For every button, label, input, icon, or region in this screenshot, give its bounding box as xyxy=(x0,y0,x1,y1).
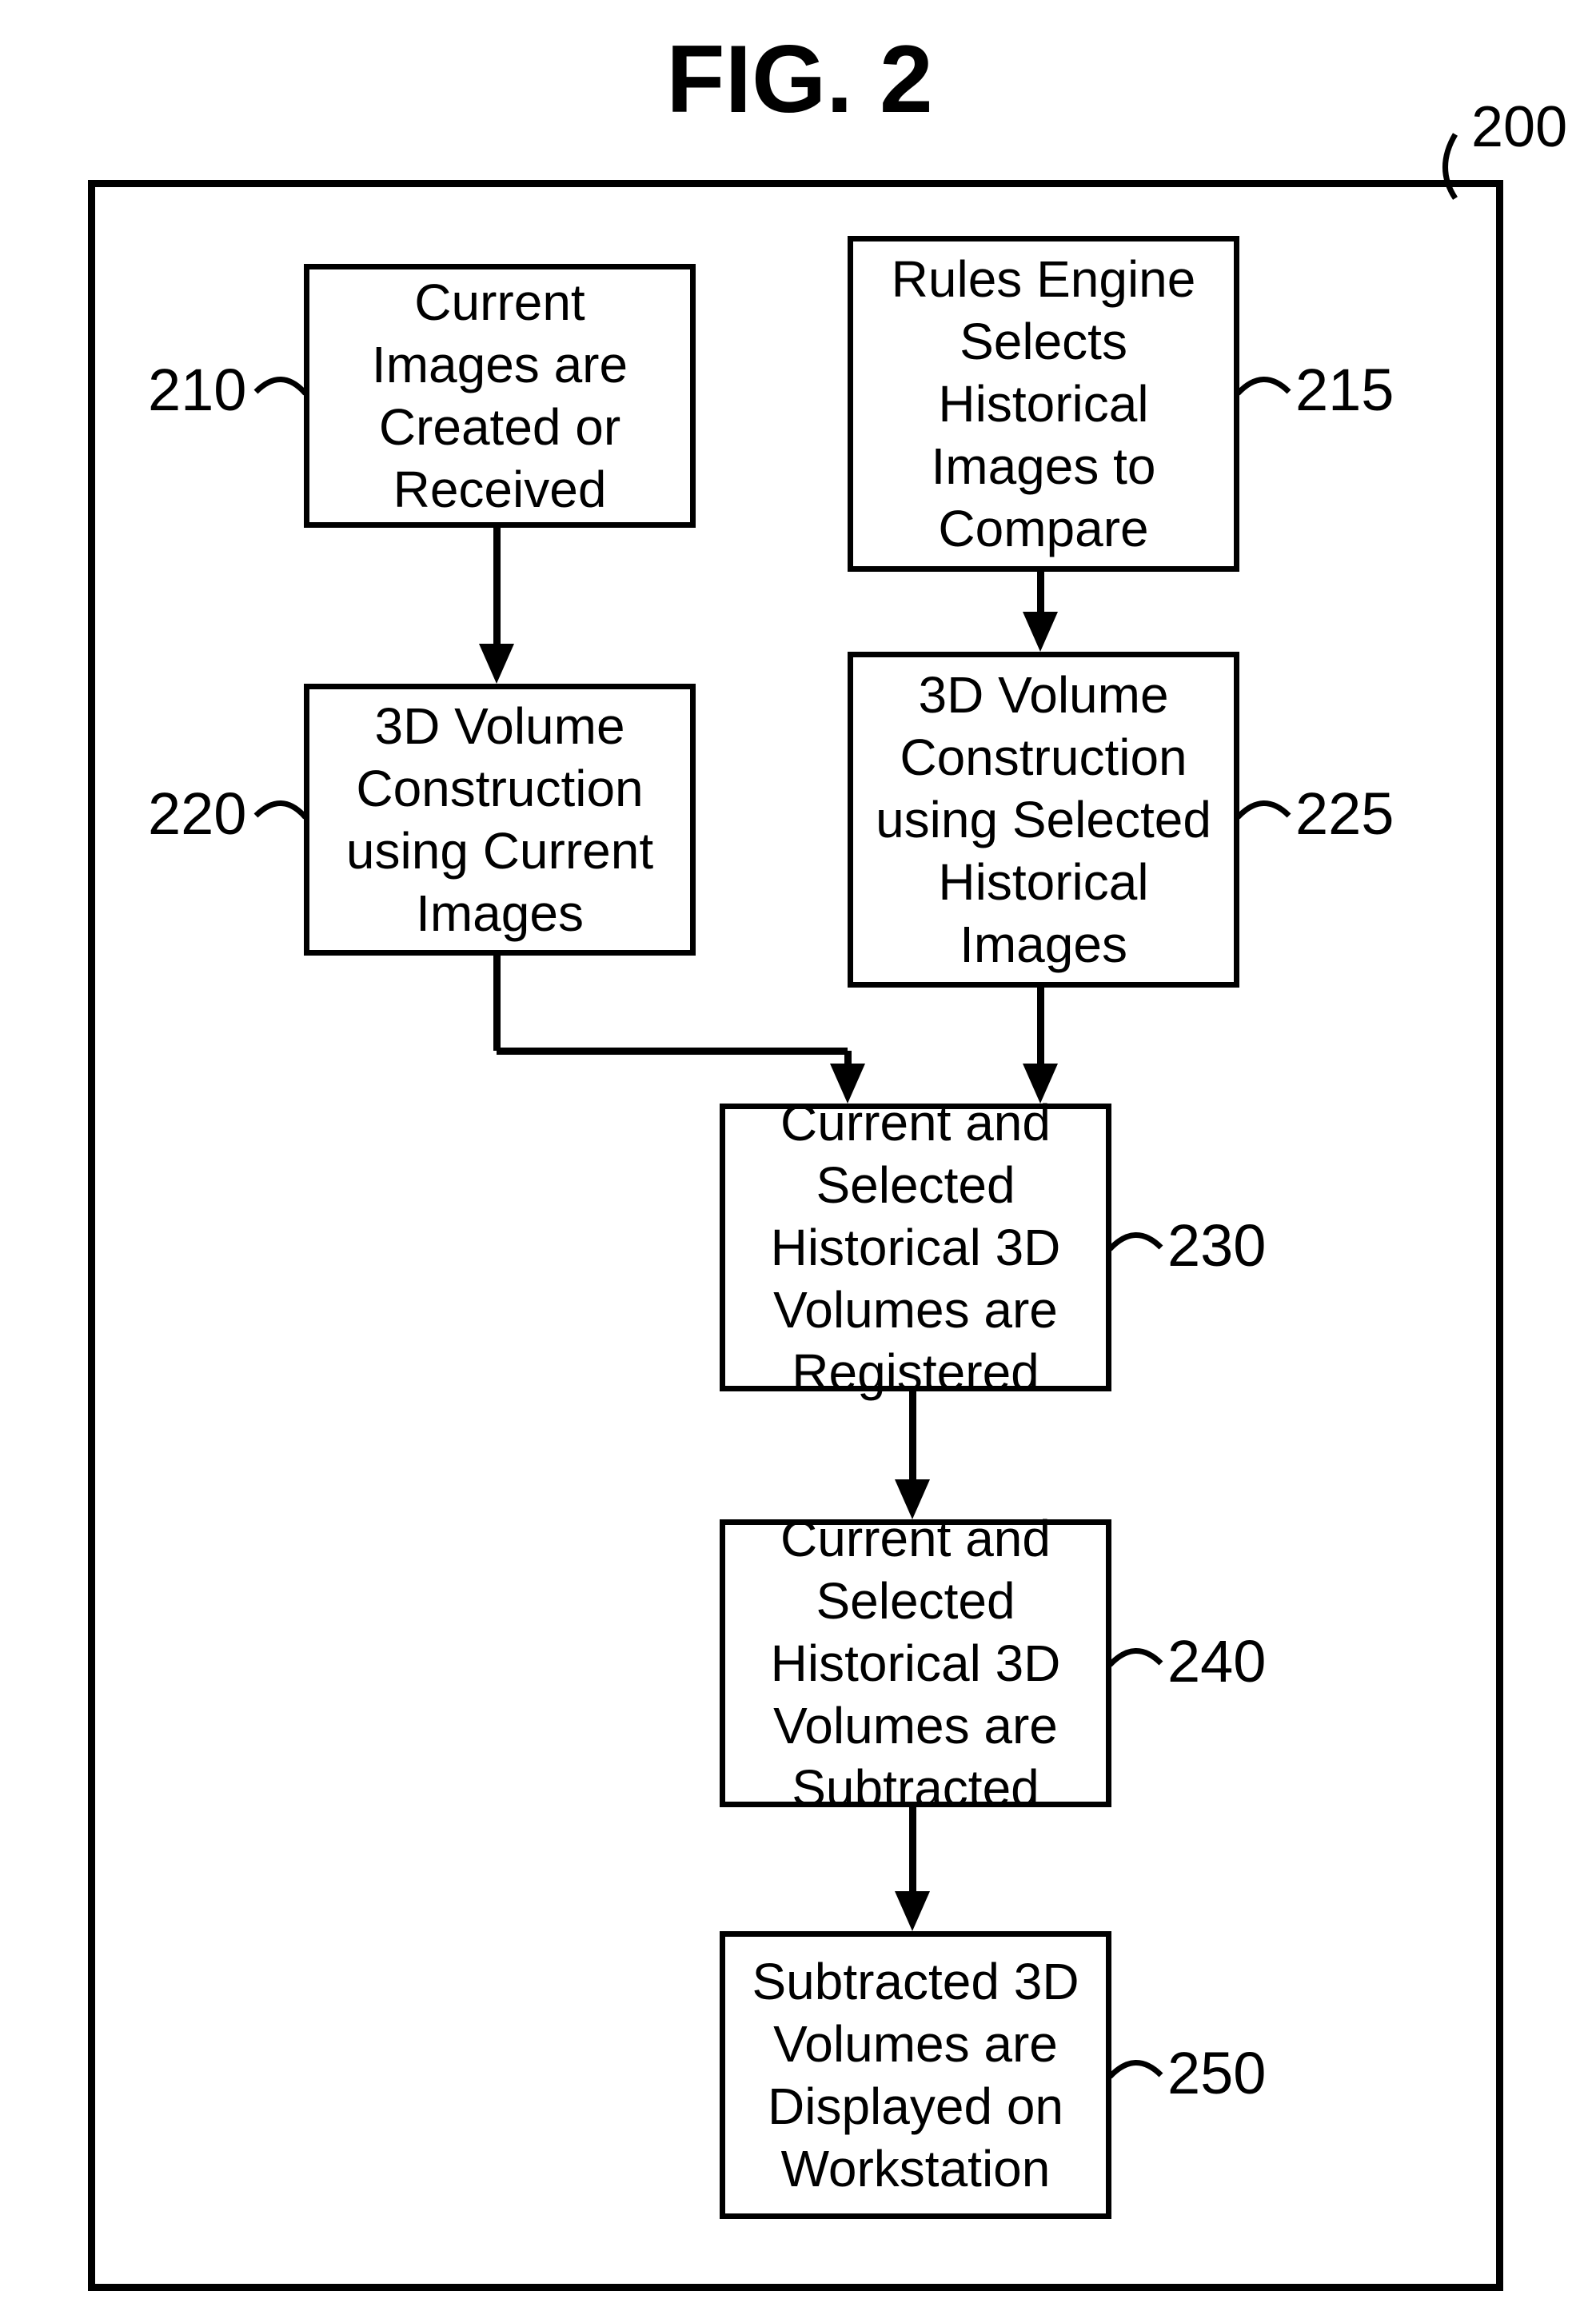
arrow-head-icon xyxy=(830,1064,865,1104)
node-230: Current and Selected Historical 3D Volum… xyxy=(720,1104,1111,1391)
node-250: Subtracted 3D Volumes are Displayed on W… xyxy=(720,1931,1111,2219)
ref-210: 210 xyxy=(148,356,246,424)
edge-segment xyxy=(909,1807,916,1894)
ref-225: 225 xyxy=(1295,780,1394,848)
ref-230: 230 xyxy=(1167,1211,1266,1279)
ref-215: 215 xyxy=(1295,356,1394,424)
page-canvas: FIG. 2 200 Current Images are Created or… xyxy=(0,0,1596,2315)
edge-segment xyxy=(497,1048,848,1055)
edge-segment xyxy=(493,956,501,1051)
arrow-head-icon xyxy=(479,644,514,684)
edge-segment xyxy=(909,1391,916,1483)
arrow-head-icon xyxy=(895,1891,930,1931)
edge-segment xyxy=(1037,988,1044,1067)
node-210: Current Images are Created or Received xyxy=(304,264,696,528)
ref-220: 220 xyxy=(148,780,246,848)
node-220: 3D Volume Construction using Current Ima… xyxy=(304,684,696,956)
edge-segment xyxy=(1037,572,1044,615)
ref-200: 200 xyxy=(1471,94,1567,160)
node-240: Current and Selected Historical 3D Volum… xyxy=(720,1519,1111,1807)
figure-title: FIG. 2 xyxy=(608,24,992,136)
node-225: 3D Volume Construction using Selected Hi… xyxy=(848,652,1239,988)
arrow-head-icon xyxy=(1023,612,1058,652)
edge-segment xyxy=(493,528,501,647)
ref-250: 250 xyxy=(1167,2039,1266,2107)
arrow-head-icon xyxy=(895,1479,930,1519)
node-215: Rules Engine Selects Historical Images t… xyxy=(848,236,1239,572)
arrow-head-icon xyxy=(1023,1064,1058,1104)
ref-240: 240 xyxy=(1167,1627,1266,1695)
